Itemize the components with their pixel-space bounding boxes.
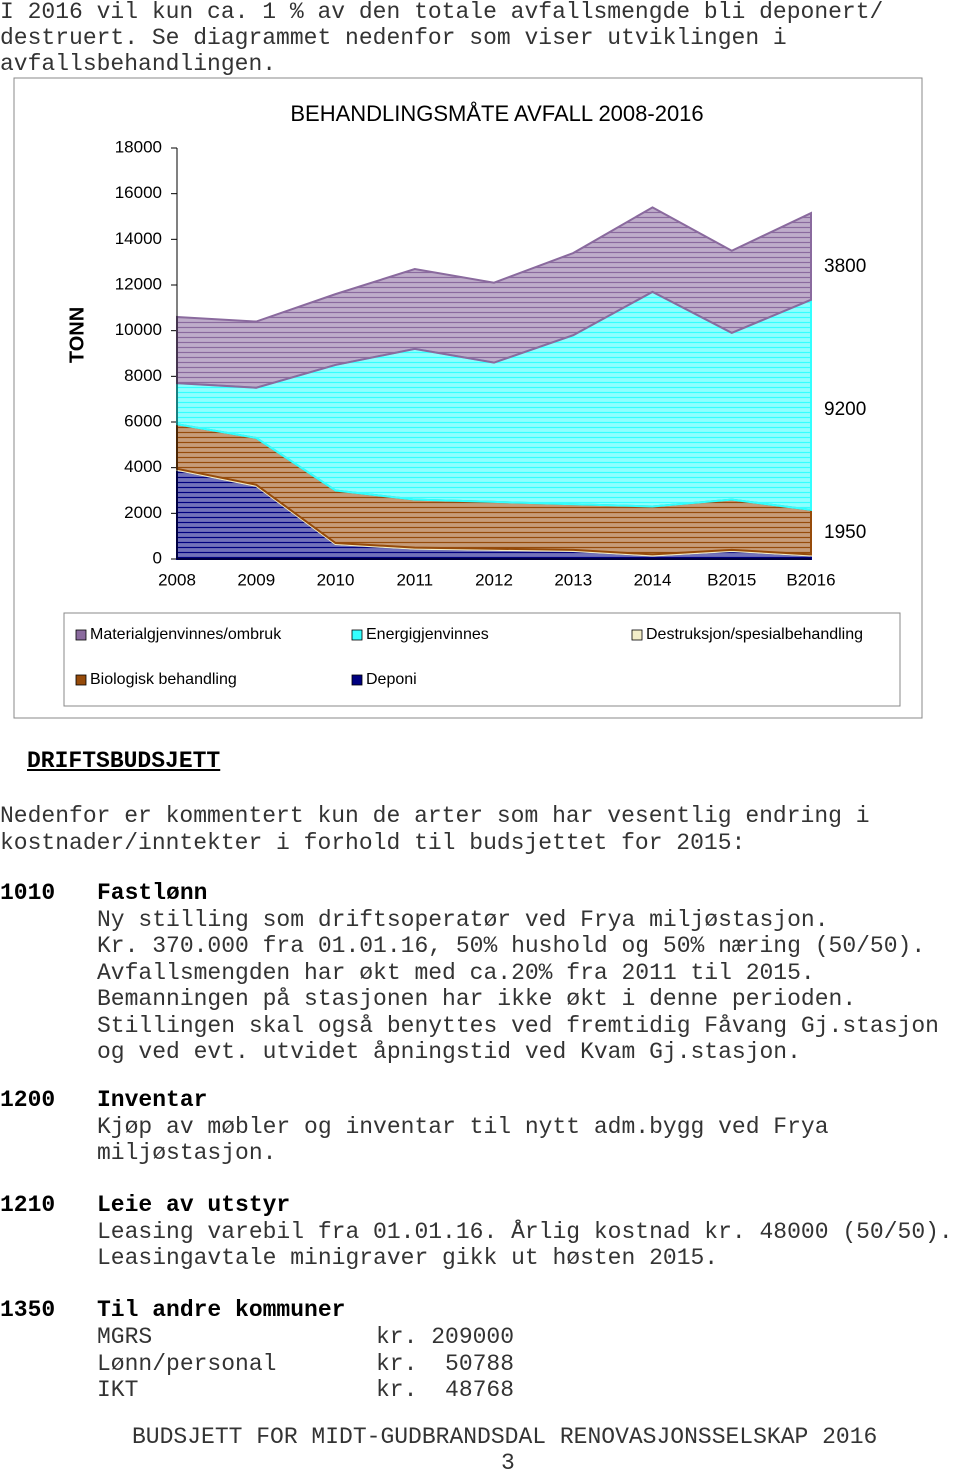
chart: BEHANDLINGSMÅTE AVFALL 2008-2016 TONN 0 2… (13, 77, 923, 719)
item-title: Fastlønn (97, 880, 208, 906)
legend-label: Energigjenvinnes (366, 626, 489, 643)
legend-label: Destruksjon/spesialbehandling (646, 626, 863, 643)
item-code: 1350 (0, 1297, 56, 1323)
legend-swatch (75, 674, 87, 686)
legend-swatch (75, 629, 87, 641)
y-axis-label: TONN (66, 307, 88, 363)
area (176, 206, 812, 389)
item-line: og ved evt. utvidet åpningstid ved Kvam … (97, 1039, 801, 1065)
x-tick-label: 2012 (475, 570, 513, 589)
item-code: 1200 (0, 1087, 56, 1113)
table-cell: kr. 48768 (376, 1377, 515, 1404)
data-label: 1950 (824, 522, 866, 543)
x-tick-label: B2016 (786, 570, 835, 589)
section-heading: DRIFTSBUDSJETT (27, 748, 221, 774)
item-line: Kjøp av møbler og inventar til nytt adm.… (97, 1114, 829, 1140)
y-tick-label: 16000 (115, 183, 162, 202)
y-tick-label: 2000 (124, 503, 162, 522)
x-tick-label: 2011 (396, 570, 433, 589)
legend-swatch (351, 629, 363, 641)
item-line: Stillingen skal også benyttes ved fremti… (97, 1012, 939, 1039)
intro-line: destruert. Se diagrammet nedenfor som vi… (0, 25, 787, 51)
intro-line: I 2016 vil kun ca. 1 % av den totale avf… (0, 0, 884, 25)
item-line: Bemanningen på stasjonen har ikke økt i … (97, 986, 857, 1013)
item-line: Leasingavtale minigraver gikk ut høsten … (97, 1245, 719, 1272)
x-tick-label: 2014 (634, 570, 672, 589)
x-tick-label: 2009 (237, 570, 275, 589)
footer-title: BUDSJETT FOR MIDT-GUDBRANDSDAL RENOVASJO… (132, 1424, 878, 1450)
section-line: kostnader/inntekter i forhold til budsje… (0, 829, 746, 856)
y-tick-label: 4000 (124, 457, 162, 476)
table-cell: IKT (97, 1377, 139, 1404)
item-line: Leasing varebil fra 01.01.16. Årlig kost… (97, 1219, 953, 1245)
y-tick-label: 6000 (124, 411, 162, 430)
item-title: Inventar (97, 1087, 208, 1113)
y-tick-label: 10000 (115, 320, 162, 339)
item-title: Til andre kommuner (97, 1297, 346, 1323)
table-cell: MGRS (97, 1324, 153, 1350)
y-tick-label: 8000 (124, 366, 162, 385)
table-cell: kr. 50788 (376, 1350, 515, 1377)
legend-swatch (631, 629, 643, 641)
legend-label: Deponi (366, 671, 417, 688)
section-line: Nedenfor er kommentert kun de arter som … (0, 803, 870, 829)
y-tick-label: 18000 (115, 137, 162, 156)
x-tick-label: 2013 (554, 570, 592, 589)
item-code: 1010 (0, 880, 56, 906)
y-tick-label: 12000 (115, 274, 162, 293)
chart-title: BEHANDLINGSMÅTE AVFALL 2008-2016 (290, 101, 703, 126)
x-tick-label: 2010 (317, 570, 355, 589)
data-label: 3800 (824, 256, 866, 277)
item-line: miljøstasjon. (97, 1140, 277, 1167)
data-label: 9200 (824, 399, 866, 420)
item-line: Ny stilling som driftsoperatør ved Frya … (97, 907, 829, 933)
table-cell: kr. 209000 (376, 1324, 515, 1350)
item-title: Leie av utstyr (97, 1192, 291, 1218)
y-tick-label: 0 (153, 548, 162, 567)
legend-label: Materialgjenvinnes/ombruk (90, 626, 282, 643)
table-cell: Lønn/personal (97, 1350, 277, 1377)
legend (63, 612, 901, 707)
y-tick-label: 14000 (115, 229, 162, 248)
legend-swatch (351, 674, 363, 686)
legend-label: Biologisk behandling (90, 671, 237, 688)
item-code: 1210 (0, 1192, 56, 1218)
item-line: Kr. 370.000 fra 01.01.16, 50% hushold og… (97, 933, 926, 960)
intro-line: avfallsbehandlingen. (0, 51, 277, 77)
x-tick-label: 2008 (158, 570, 196, 589)
x-tick-label: B2015 (707, 570, 756, 589)
page-number: 3 (501, 1450, 515, 1473)
item-line: Avfallsmengden har økt med ca.20% fra 20… (97, 959, 815, 986)
